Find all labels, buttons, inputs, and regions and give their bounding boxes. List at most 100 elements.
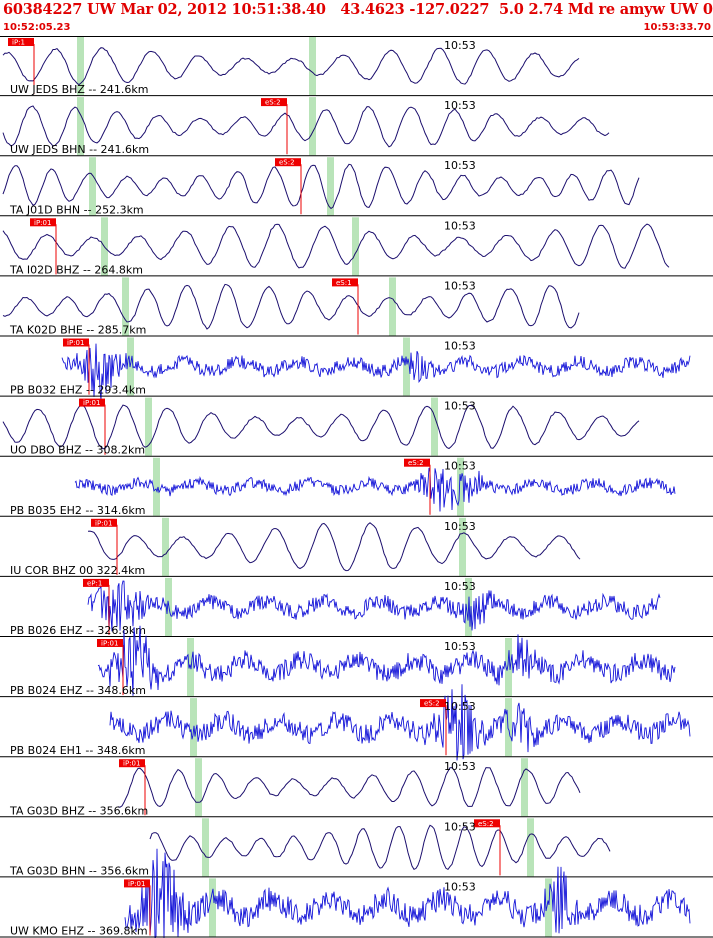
- waveform: [2, 283, 580, 330]
- pick-label: iP:01: [123, 760, 140, 768]
- pick-label: iP:01: [34, 219, 51, 227]
- window-marker: [505, 698, 512, 757]
- station-label: UO DBO BHZ -- 308.2km: [10, 444, 145, 457]
- time-tick-label: 10:53: [444, 820, 476, 833]
- trace-row[interactable]: iP:1 10:53 UW JEDS BHZ -- 241.6km: [0, 37, 713, 97]
- time-tick-label: 10:53: [444, 279, 476, 292]
- trace-row[interactable]: eP:1 10:53 PB B026 EHZ -- 326.8km: [0, 577, 713, 637]
- window-marker: [309, 37, 316, 96]
- event-header: 60384227 UW Mar 02, 2012 10:51:38.40 43.…: [0, 0, 713, 36]
- pick-flag[interactable]: [261, 98, 287, 107]
- pick-label: eS:2: [408, 459, 424, 467]
- start-time: 10:52:05.23: [3, 22, 71, 33]
- pick-flag[interactable]: [275, 158, 301, 167]
- station-label: PB B026 EHZ -- 326.8km: [10, 624, 146, 637]
- pick-flag[interactable]: [474, 819, 500, 828]
- station-label: PB B024 EHZ -- 348.6km: [10, 684, 146, 697]
- station-label: IU COR BHZ 00 322.4km: [10, 564, 145, 577]
- window-marker: [352, 217, 359, 276]
- pick-flag[interactable]: [8, 38, 34, 46]
- pick-label: eS:1: [336, 279, 352, 287]
- pick-label: iP:01: [67, 339, 84, 347]
- window-marker: [459, 517, 466, 576]
- station-label: UW JEDS BHN -- 241.6km: [10, 143, 149, 156]
- trace-row[interactable]: iP:01 10:53 TA G03D BHZ -- 356.6km: [0, 758, 713, 818]
- time-tick-label: 10:53: [444, 760, 476, 773]
- time-tick-label: 10:53: [444, 520, 476, 533]
- pick-flag[interactable]: [63, 338, 89, 347]
- window-marker: [389, 277, 396, 336]
- trace-row[interactable]: eS:2 10:53 TA J01D BHN -- 252.3km: [0, 157, 713, 217]
- trace-row[interactable]: iP:01 10:53 PB B024 EHZ -- 348.6km: [0, 625, 713, 698]
- pick-flag[interactable]: [97, 639, 123, 647]
- trace-row[interactable]: iP:01 10:53 IU COR BHZ 00 322.4km: [0, 517, 713, 577]
- time-tick-label: 10:53: [444, 219, 476, 232]
- window-marker: [457, 457, 464, 516]
- pick-label: eP:1: [87, 579, 102, 587]
- trace-row[interactable]: iP:01 10:53 PB B032 EHZ -- 293.4km: [0, 337, 713, 401]
- station-label: UW KMO EHZ -- 369.8km: [10, 925, 148, 938]
- window-marker: [195, 758, 202, 817]
- time-tick-label: 10:53: [444, 580, 476, 593]
- trace-row[interactable]: iP:01 10:53 UO DBO BHZ -- 308.2km: [0, 397, 713, 457]
- window-marker: [165, 577, 172, 636]
- window-marker: [145, 397, 152, 456]
- trace-row[interactable]: eS:2 10:53 UW JEDS BHN -- 241.6km: [0, 97, 713, 157]
- window-marker: [77, 37, 84, 96]
- pick-flag[interactable]: [420, 699, 446, 708]
- time-tick-label: 10:53: [444, 640, 476, 653]
- waveform: [2, 163, 640, 210]
- pick-flag[interactable]: [83, 578, 109, 587]
- pick-label: iP:01: [101, 640, 118, 648]
- station-label: PB B035 EH2 -- 314.6km: [10, 504, 145, 517]
- pick-label: eS:2: [279, 159, 295, 167]
- waveform: [109, 684, 691, 761]
- window-marker: [527, 818, 534, 877]
- pick-flag[interactable]: [119, 759, 145, 768]
- time-tick-label: 10:53: [444, 99, 476, 112]
- window-marker: [521, 758, 528, 817]
- station-label: PB B032 EHZ -- 293.4km: [10, 384, 146, 397]
- window-marker: [327, 157, 334, 216]
- trace-row[interactable]: iP:01 10:53 UW KMO EHZ -- 369.8km: [0, 848, 713, 938]
- window-marker: [162, 517, 169, 576]
- seismogram-panel[interactable]: iP:1 10:53 UW JEDS BHZ -- 241.6km eS:2 10:53…: [0, 36, 713, 938]
- trace-row[interactable]: iP:01 10:53 TA I02D BHZ -- 264.8km: [0, 217, 713, 277]
- pick-flag[interactable]: [124, 879, 150, 888]
- trace-row[interactable]: eS:2 10:53 PB B035 EH2 -- 314.6km: [0, 457, 713, 517]
- waveform: [87, 522, 581, 572]
- waveform: [2, 404, 640, 450]
- pick-label: iP:01: [83, 399, 100, 407]
- time-tick-label: 10:53: [444, 39, 476, 52]
- trace-row[interactable]: eS:210:53 TA G03D BHN -- 356.6km: [0, 818, 713, 878]
- station-label: TA I02D BHZ -- 264.8km: [9, 263, 143, 276]
- pick-flag[interactable]: [91, 518, 117, 527]
- window-marker: [545, 878, 552, 937]
- pick-label: eS:2: [265, 99, 281, 107]
- window-marker: [77, 97, 84, 156]
- pick-label: eS:2: [424, 700, 440, 708]
- time-tick-label: 10:53: [444, 400, 476, 413]
- station-label: TA G03D BHZ -- 356.6km: [9, 804, 148, 817]
- station-label: UW JEDS BHZ -- 241.6km: [10, 83, 148, 96]
- pick-label: iP:01: [128, 880, 145, 888]
- station-label: TA J01D BHN -- 252.3km: [9, 203, 144, 216]
- window-marker: [153, 457, 160, 516]
- trace-row[interactable]: eS:2 10:53 PB B024 EH1 -- 348.6km: [0, 684, 713, 761]
- pick-flag[interactable]: [79, 398, 105, 407]
- pick-flag[interactable]: [332, 278, 358, 287]
- waveform: [74, 467, 676, 512]
- pick-label: iP:01: [95, 519, 112, 527]
- waveform: [2, 47, 580, 86]
- station-label: PB B024 EH1 -- 348.6km: [10, 744, 145, 757]
- pick-flag[interactable]: [404, 458, 430, 467]
- pick-flag[interactable]: [30, 218, 56, 227]
- waveform: [124, 848, 691, 938]
- pick-label: eS:2: [478, 820, 494, 828]
- station-label: TA K02D BHE -- 285.7km: [9, 324, 146, 337]
- time-tick-label: 10:53: [444, 700, 476, 713]
- event-title: 60384227 UW Mar 02, 2012 10:51:38.40 43.…: [3, 1, 713, 18]
- trace-row[interactable]: eS:1 10:53 TA K02D BHE -- 285.7km: [0, 277, 713, 337]
- waveform: [87, 580, 661, 632]
